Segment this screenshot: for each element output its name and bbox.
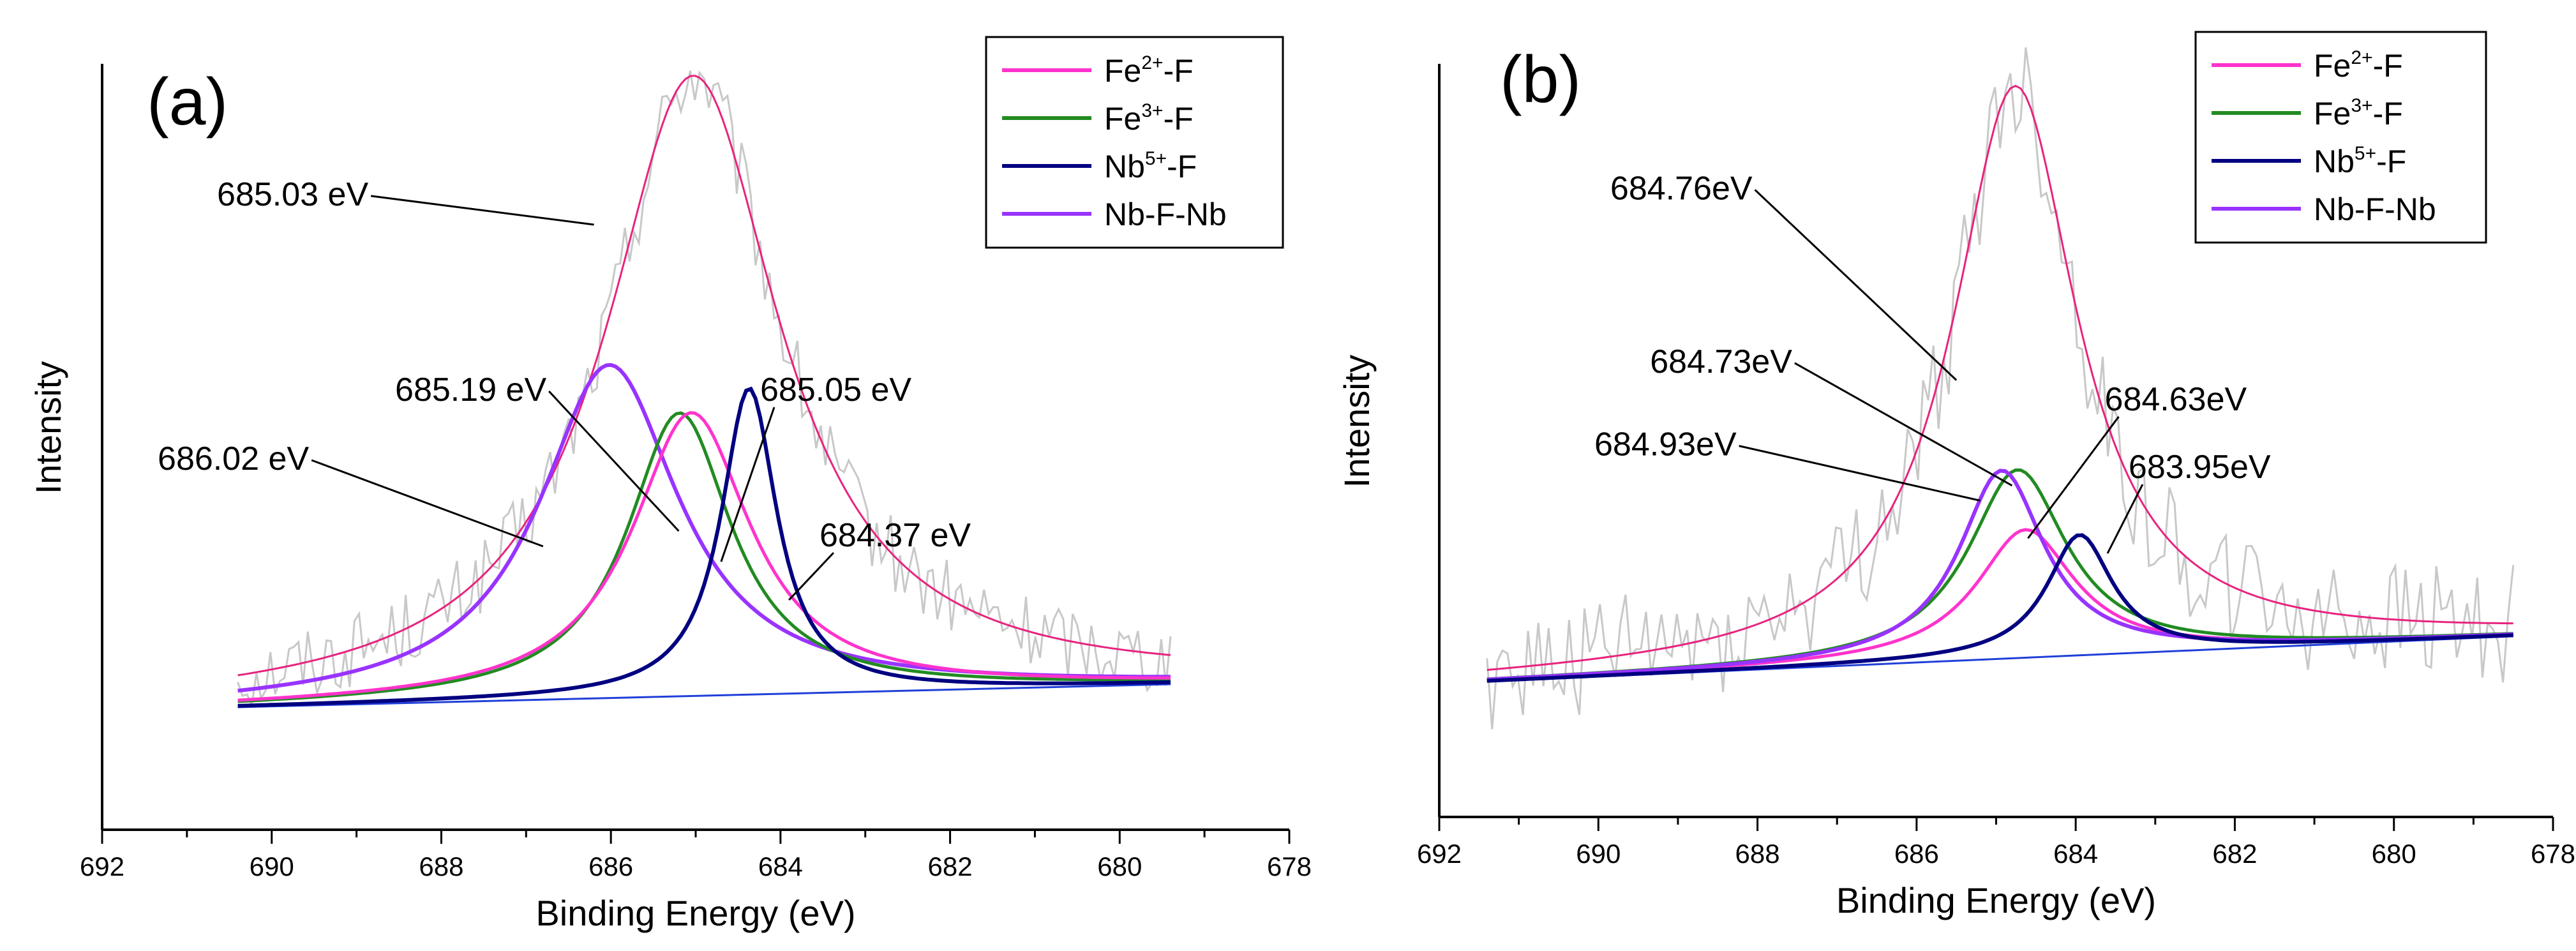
series-line-envelope (1486, 84, 2513, 671)
background-line (237, 683, 1171, 708)
annotation-leader-line (1794, 362, 2013, 487)
chart-panel-a: 692 690 688 686 684 682 680 678 Binding Energy (… (28, 36, 1312, 933)
series-line-nb5-f (237, 386, 1171, 708)
legend-label: Nb5+-F (2314, 143, 2406, 179)
chart-panel-b: 692 690 688 686 684 682 680 678 Binding Energy (… (1337, 31, 2575, 920)
series-line-fe2-f (1486, 528, 2513, 682)
legend-label: Nb-F-Nb (2314, 191, 2436, 227)
legend-label: Nb-F-Nb (1104, 197, 1227, 232)
x-tick-label: 686 (588, 851, 633, 881)
panel-label: (a) (147, 65, 228, 139)
x-tick-label: 682 (2212, 839, 2257, 869)
x-tick-label: 688 (1735, 839, 1780, 869)
legend-label: Fe3+-F (1104, 100, 1194, 137)
x-tick-label: 684 (2053, 839, 2098, 869)
x-tick-label: 684 (758, 851, 803, 881)
annotation-leader-line (720, 407, 775, 562)
annotation-leader-line (548, 390, 680, 532)
series-line-fe3-f (237, 411, 1171, 703)
y-axis-title: Intensity (28, 361, 68, 495)
annotation-leader-line (2027, 416, 2120, 539)
peak-annotation: 684.37 eV (820, 517, 971, 554)
legend: Fe2+-F Fe3+-F Nb5+-F Nb-F-Nb (985, 36, 1284, 249)
x-tick-label: 680 (2372, 839, 2416, 869)
series-line-nb5-f (1486, 533, 2513, 683)
annotation-leader-line (311, 459, 544, 548)
x-tick-label: 680 (1097, 851, 1142, 881)
peak-annotation: 684.63eV (2105, 381, 2247, 418)
x-tick-label: 682 (928, 851, 973, 881)
peak-annotation: 685.03 eV (217, 176, 368, 213)
peak-annotation: 686.02 eV (158, 440, 309, 477)
series-line-fe2-f (237, 411, 1171, 702)
legend-label: Fe2+-F (2314, 47, 2403, 84)
annotation-leader-line (370, 195, 594, 226)
peak-annotation: 685.05 eV (760, 371, 911, 408)
y-axis-title: Intensity (1337, 355, 1377, 488)
annotation-leader-line (788, 551, 835, 601)
x-tick-label: 690 (250, 851, 294, 881)
panel-label: (b) (1500, 43, 1581, 117)
peak-annotation: 683.95eV (2129, 449, 2271, 486)
x-tick-label: 692 (1417, 839, 1462, 869)
annotation-leader-line (2106, 484, 2144, 554)
annotation-leader-line (1754, 189, 1958, 381)
legend-label: Nb5+-F (1104, 148, 1197, 184)
peak-annotation: 684.93eV (1594, 426, 1737, 463)
x-axis-title: Binding Energy (eV) (535, 893, 855, 933)
x-axis-title: Binding Energy (eV) (1836, 880, 2156, 920)
x-tick-label: 690 (1576, 839, 1621, 869)
series-line-envelope (237, 75, 1171, 677)
legend-label: Fe2+-F (1104, 52, 1194, 89)
peak-annotation: 684.73eV (1650, 343, 1792, 380)
x-tick-label: 678 (1267, 851, 1312, 881)
peak-annotation: 685.19 eV (395, 371, 546, 408)
x-tick-label: 686 (1894, 839, 1939, 869)
x-tick-label: 692 (80, 851, 124, 881)
x-tick-label: 688 (419, 851, 463, 881)
legend-label: Fe3+-F (2314, 95, 2403, 131)
legend: Fe2+-F Fe3+-F Nb5+-F Nb-F-Nb (2194, 31, 2487, 244)
peak-annotation: 684.76eV (1610, 170, 1753, 207)
annotation-leader-line (1739, 445, 1981, 502)
x-tick-label: 678 (2531, 839, 2575, 869)
